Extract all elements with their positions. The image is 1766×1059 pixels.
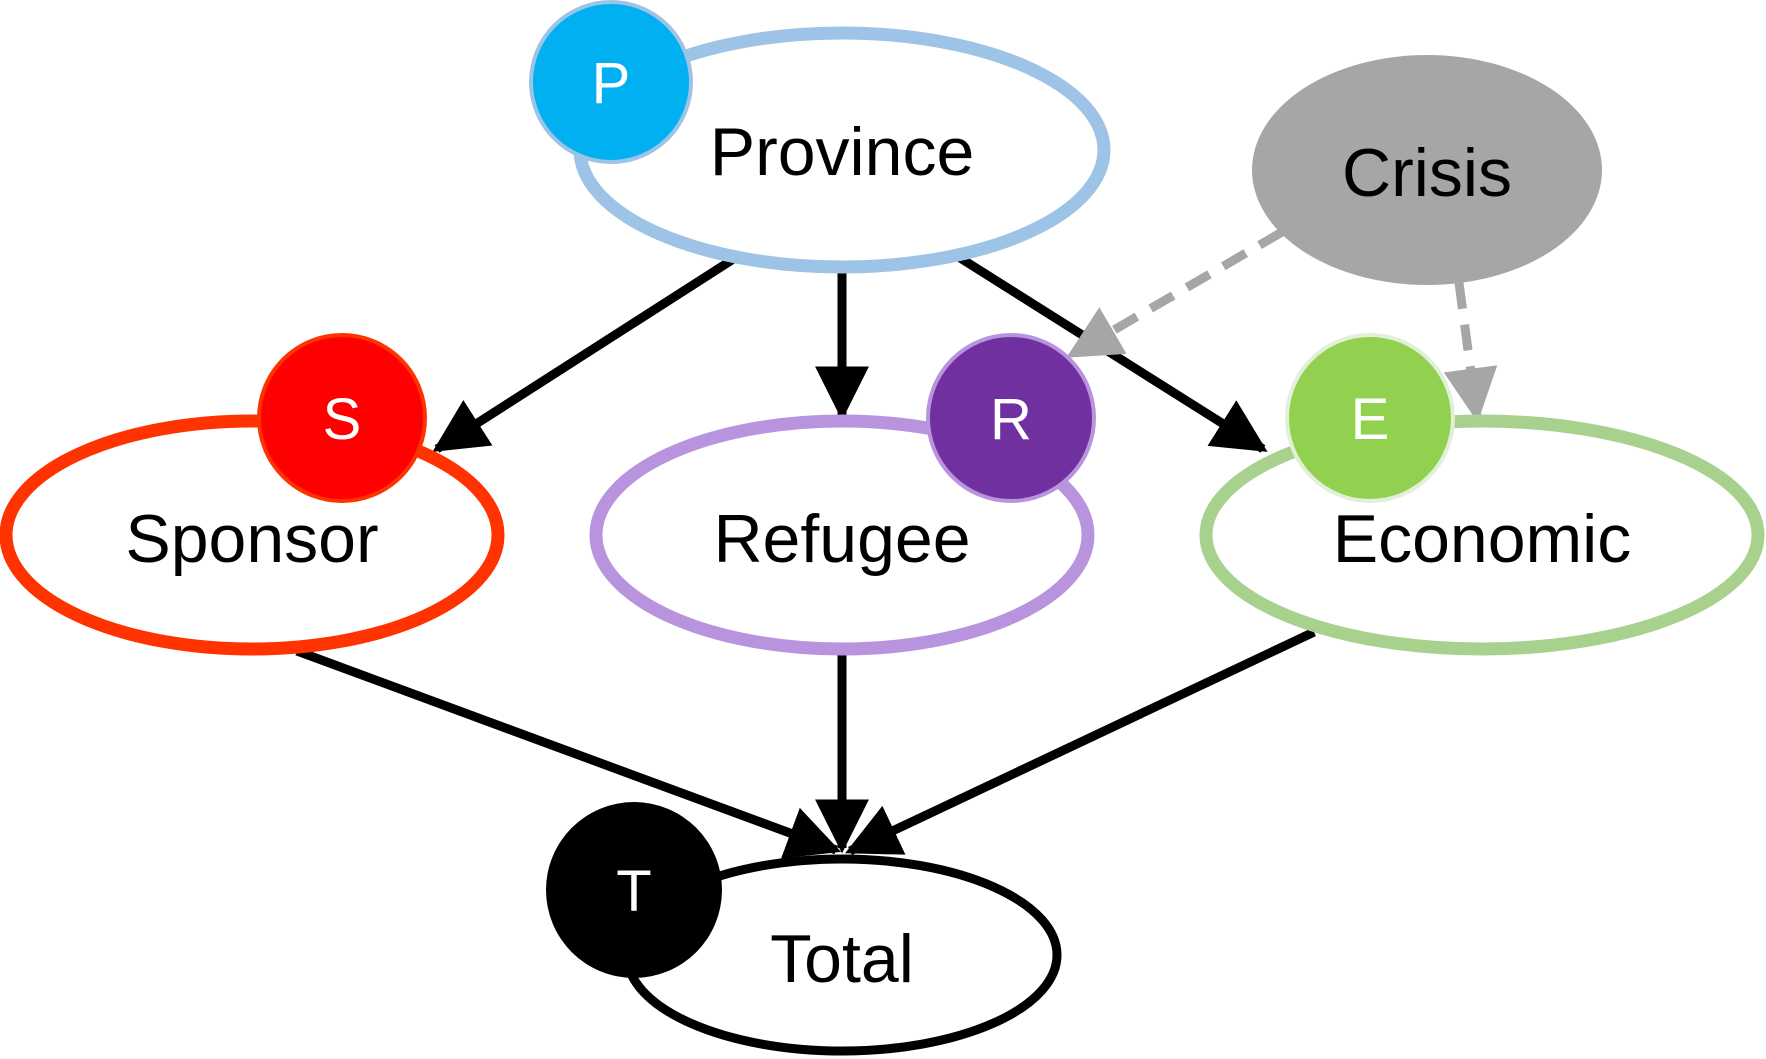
province-badge [529, 0, 693, 164]
total-badge [546, 802, 722, 978]
edge-crisis-economic [1443, 282, 1498, 423]
economic-badge-letter: E [1351, 387, 1390, 452]
node-refugee: R Refugee [589, 333, 1096, 656]
crisis-label: Crisis [1342, 135, 1512, 211]
sponsor-badge-letter: S [323, 387, 362, 452]
sponsor-label: Sponsor [125, 501, 378, 577]
edge-province-sponsor [432, 254, 738, 453]
total-label: Total [770, 921, 914, 997]
node-crisis: Crisis [1252, 55, 1602, 285]
refugee-label: Refugee [713, 501, 970, 577]
sponsor-badge [257, 333, 427, 503]
economic-badge [1285, 333, 1455, 503]
edges [295, 228, 1498, 859]
economic-label: Economic [1333, 501, 1632, 577]
node-sponsor: S Sponsor [0, 333, 505, 656]
node-province: P Province [529, 0, 1111, 274]
province-label: Province [710, 114, 975, 190]
total-badge-letter: T [616, 859, 651, 924]
crisis-ellipse [1252, 55, 1602, 285]
refugee-badge-letter: R [990, 387, 1032, 452]
edge-economic-total [845, 627, 1316, 856]
refugee-badge [926, 333, 1096, 503]
edge-crisis-refugee [1066, 228, 1285, 359]
node-economic: E Economic [1199, 333, 1765, 656]
edge-sponsor-total [295, 646, 842, 859]
node-total: T Total [546, 802, 1062, 1056]
province-badge-letter: P [592, 51, 631, 116]
